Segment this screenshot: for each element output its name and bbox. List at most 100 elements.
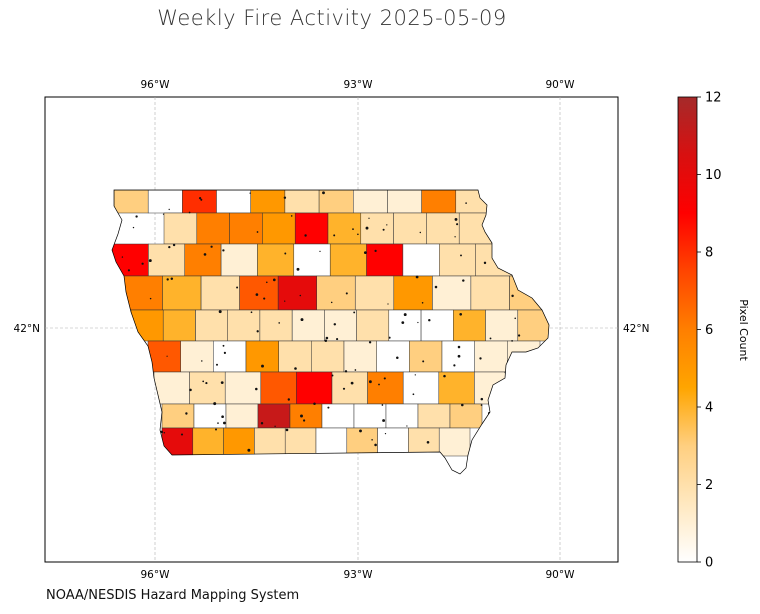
fire-point	[388, 336, 391, 339]
fire-point	[384, 432, 387, 435]
colorbar-tick-label: 8	[705, 246, 713, 261]
county-cell	[260, 371, 297, 405]
county-cell	[474, 340, 508, 373]
fire-point	[296, 267, 300, 271]
fire-point	[354, 369, 357, 371]
fire-point	[149, 297, 152, 300]
lon-tick-bottom: 96°W	[141, 569, 171, 581]
fire-point	[256, 330, 259, 333]
fire-point	[319, 250, 321, 253]
county-cell	[148, 243, 186, 277]
county-cell	[453, 309, 486, 342]
county-cell	[284, 190, 320, 214]
fire-point	[333, 323, 337, 326]
fire-point	[304, 234, 307, 237]
fire-point	[201, 360, 203, 362]
county-cell	[296, 371, 333, 405]
fire-point	[121, 256, 124, 258]
fire-point	[381, 404, 384, 406]
county-cell	[182, 190, 217, 214]
county-cell	[438, 427, 471, 457]
fire-point	[352, 228, 354, 230]
county-cell	[161, 403, 195, 429]
fire-point	[266, 281, 268, 284]
county-cell	[153, 371, 190, 405]
fire-point	[333, 234, 336, 237]
fire-point	[220, 381, 224, 384]
county-cell	[485, 309, 518, 342]
county-cell	[420, 309, 454, 342]
fire-point	[313, 402, 316, 405]
fire-point	[236, 286, 239, 289]
county-cell	[184, 243, 222, 277]
fire-point	[214, 428, 218, 431]
fire-point	[456, 223, 459, 226]
county-cell	[216, 190, 251, 214]
county-cell	[213, 340, 247, 373]
fire-point	[422, 360, 425, 363]
county-cell	[417, 403, 451, 429]
county-cell	[220, 243, 258, 277]
county-cell	[200, 275, 240, 311]
county-cell	[439, 243, 476, 277]
fire-point	[322, 191, 325, 195]
county-cell	[196, 212, 230, 245]
colorbar-tick-label: 2	[705, 478, 713, 493]
county-cell	[315, 427, 348, 457]
county-cell	[343, 340, 377, 373]
county-cell	[327, 212, 362, 245]
county-cell	[229, 212, 263, 245]
fire-point	[417, 321, 419, 324]
fire-point	[168, 208, 170, 211]
fire-point	[414, 374, 416, 376]
fire-point	[299, 294, 302, 297]
county-cells	[112, 190, 549, 457]
county-cell	[284, 427, 317, 457]
fire-point	[365, 226, 369, 230]
county-cell	[163, 212, 198, 245]
county-cell	[353, 190, 388, 214]
fire-point	[345, 292, 348, 295]
map-title: Weekly Fire Activity 2025-05-09	[157, 6, 507, 30]
fire-point	[457, 354, 461, 358]
fire-point	[415, 275, 419, 279]
fire-point	[403, 313, 407, 317]
county-cell	[311, 340, 345, 373]
fire-point	[406, 425, 408, 427]
fire-point	[290, 215, 293, 217]
fire-point	[255, 293, 259, 296]
fire-point	[263, 297, 266, 300]
fire-point	[462, 279, 465, 282]
lat-tick-right: 42°N	[623, 323, 649, 335]
fire-point	[342, 387, 346, 390]
county-cell	[239, 275, 279, 311]
fire-point	[387, 303, 389, 305]
fire-point	[336, 338, 339, 341]
colorbar-ticks: 0 2 4 6 8 10 12	[697, 91, 722, 571]
fire-point	[188, 211, 191, 214]
fire-point	[382, 228, 385, 231]
fire-point	[284, 300, 286, 302]
fire-point	[386, 224, 388, 226]
fire-point	[371, 439, 373, 441]
fire-point	[419, 231, 422, 234]
fire-point	[353, 311, 356, 314]
county-cell	[408, 427, 440, 457]
fire-point	[222, 249, 225, 252]
county-cell	[195, 309, 228, 342]
county-cell	[147, 190, 183, 214]
county-cell	[367, 371, 404, 405]
fire-point	[127, 269, 130, 272]
county-cell	[449, 403, 483, 429]
colorbar-tick-label: 10	[705, 168, 722, 183]
county-cell	[402, 243, 440, 277]
county-cell	[377, 427, 409, 457]
fire-point	[368, 341, 372, 344]
fire-point	[261, 364, 264, 368]
fire-point	[200, 198, 203, 201]
fire-point	[357, 233, 359, 236]
county-cell	[113, 190, 149, 214]
county-cell	[180, 340, 214, 373]
fire-point	[216, 363, 218, 366]
